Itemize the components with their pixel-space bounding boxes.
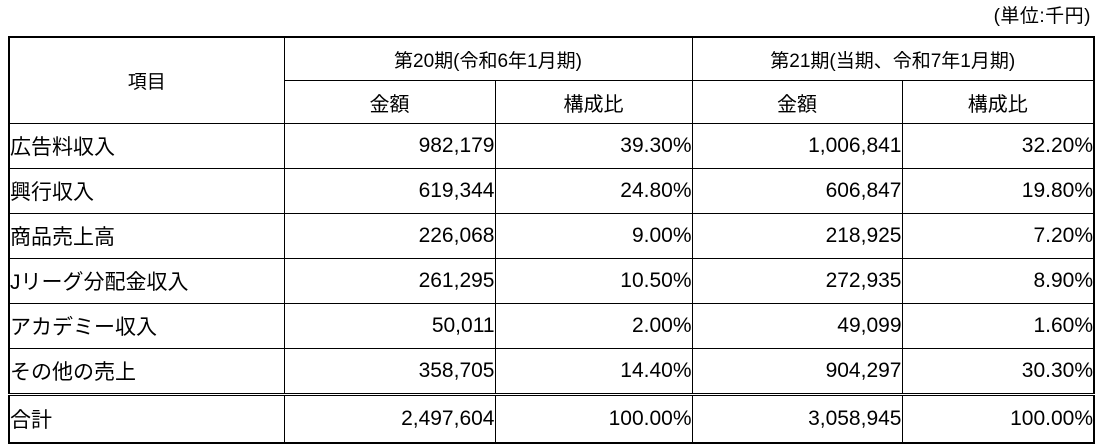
- header-row-periods: 項目 第20期(令和6年1月期) 第21期(当期、令和7年1月期): [8, 36, 1095, 124]
- item-column-header: 項目: [8, 36, 285, 124]
- p20-ratio-cell: 39.30%: [494, 123, 693, 169]
- p20-amount-cell: 226,068: [283, 213, 496, 259]
- period-20-ratio-header: 構成比: [494, 80, 693, 124]
- period-21-ratio-header: 構成比: [901, 80, 1095, 124]
- p21-amount-cell: 218,925: [691, 213, 903, 259]
- p21-amount-cell: 1,006,841: [691, 123, 903, 169]
- p20-amount-cell: 619,344: [283, 168, 496, 214]
- p21-amount-cell: 49,099: [691, 303, 903, 349]
- table-row-merchandise: 商品売上高 226,068 9.00% 218,925 7.20%: [8, 213, 1095, 259]
- row-item-label: 商品売上高: [8, 213, 285, 259]
- p20-ratio-cell: 9.00%: [494, 213, 693, 259]
- table-row-academy: アカデミー収入 50,011 2.00% 49,099 1.60%: [8, 303, 1095, 349]
- unit-note: (単位:千円): [993, 6, 1091, 27]
- row-item-label: 広告料収入: [8, 123, 285, 169]
- p21-ratio-cell: 8.90%: [901, 258, 1095, 304]
- table-row-advertising: 広告料収入 982,179 39.30% 1,006,841 32.20%: [8, 123, 1095, 169]
- total-label: 合計: [8, 393, 285, 444]
- p21-ratio-cell: 32.20%: [901, 123, 1095, 169]
- table-row-jleague-distribution: Jリーグ分配金収入 261,295 10.50% 272,935 8.90%: [8, 258, 1095, 304]
- p21-amount-cell: 272,935: [691, 258, 903, 304]
- row-item-label: アカデミー収入: [8, 303, 285, 349]
- p20-amount-cell: 358,705: [283, 348, 496, 395]
- period-21-amount-header: 金額: [691, 80, 903, 124]
- row-item-label: Jリーグ分配金収入: [8, 258, 285, 304]
- p20-ratio-cell: 2.00%: [494, 303, 693, 349]
- p20-ratio-cell: 14.40%: [494, 348, 693, 395]
- p20-ratio-cell: 24.80%: [494, 168, 693, 214]
- p21-ratio-cell: 30.30%: [901, 348, 1095, 395]
- total-p21-ratio: 100.00%: [901, 393, 1095, 444]
- header-row-subcolumns: 金額 構成比 金額 構成比: [9, 80, 1095, 124]
- row-item-label: その他の売上: [8, 348, 285, 395]
- total-p21-amount: 3,058,945: [691, 393, 903, 444]
- row-item-label: 興行収入: [8, 168, 285, 214]
- p20-amount-cell: 261,295: [283, 258, 496, 304]
- period-20-header: 第20期(令和6年1月期): [283, 36, 693, 81]
- p21-ratio-cell: 19.80%: [901, 168, 1095, 214]
- p20-amount-cell: 50,011: [283, 303, 496, 349]
- total-p20-amount: 2,497,604: [283, 393, 496, 444]
- p21-ratio-cell: 7.20%: [901, 213, 1095, 259]
- p20-amount-cell: 982,179: [283, 123, 496, 169]
- p21-ratio-cell: 1.60%: [901, 303, 1095, 349]
- total-p20-ratio: 100.00%: [494, 393, 693, 444]
- p20-ratio-cell: 10.50%: [494, 258, 693, 304]
- p21-amount-cell: 904,297: [691, 348, 903, 395]
- p21-amount-cell: 606,847: [691, 168, 903, 214]
- table-row-total: 合計 2,497,604 100.00% 3,058,945 100.00%: [8, 393, 1095, 444]
- period-21-header: 第21期(当期、令和7年1月期): [691, 36, 1095, 81]
- revenue-breakdown-table: 項目 第20期(令和6年1月期) 第21期(当期、令和7年1月期) 金額 構成比…: [8, 36, 1095, 444]
- table-row-matchday: 興行収入 619,344 24.80% 606,847 19.80%: [8, 168, 1095, 214]
- period-20-amount-header: 金額: [283, 80, 496, 124]
- table-row-other-sales: その他の売上 358,705 14.40% 904,297 30.30%: [8, 348, 1095, 395]
